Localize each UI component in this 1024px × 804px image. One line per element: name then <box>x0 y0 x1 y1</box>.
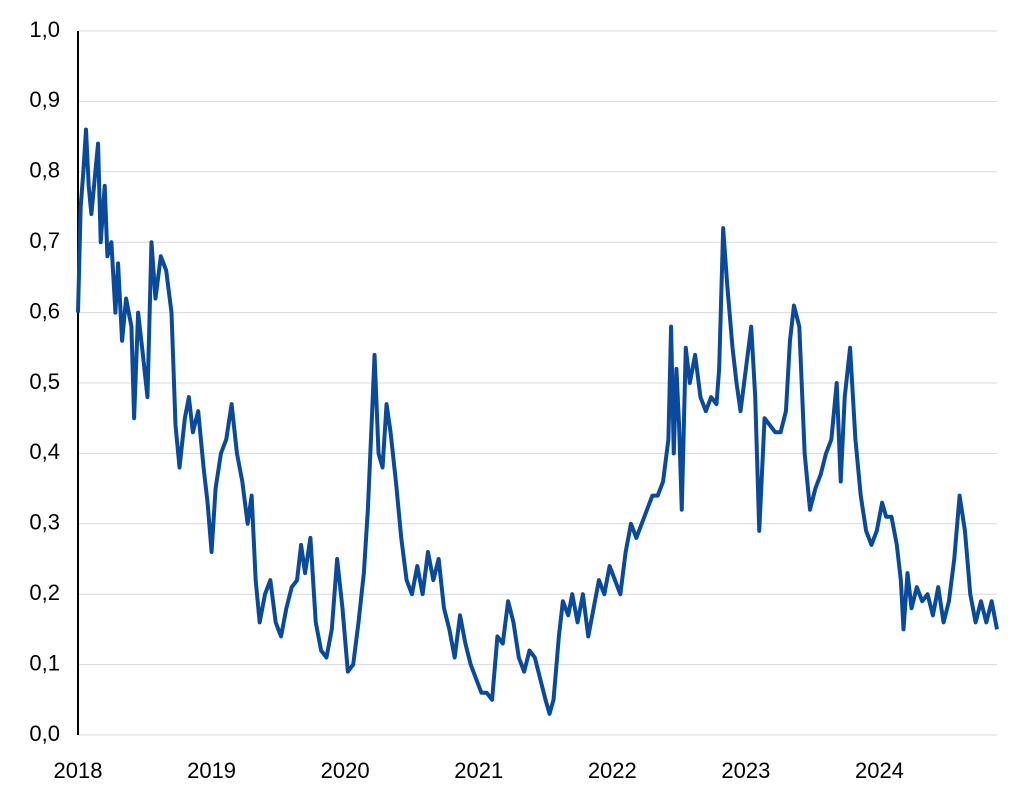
y-tick-label: 0,1 <box>29 650 60 675</box>
y-tick-label: 0,5 <box>29 369 60 394</box>
x-tick-label: 2022 <box>588 758 637 783</box>
y-tick-label: 0,8 <box>29 158 60 183</box>
y-tick-label: 0,6 <box>29 298 60 323</box>
y-tick-label: 0,9 <box>29 87 60 112</box>
x-tick-label: 2019 <box>187 758 236 783</box>
y-tick-label: 0,2 <box>29 580 60 605</box>
y-tick-label: 0,7 <box>29 228 60 253</box>
x-tick-label: 2018 <box>54 758 103 783</box>
x-tick-label: 2020 <box>321 758 370 783</box>
x-tick-label: 2024 <box>855 758 904 783</box>
x-tick-label: 2021 <box>454 758 503 783</box>
y-tick-label: 0,4 <box>29 439 60 464</box>
y-tick-label: 0,3 <box>29 510 60 535</box>
x-tick-label: 2023 <box>721 758 770 783</box>
y-tick-label: 1,0 <box>29 17 60 42</box>
y-tick-label: 0,0 <box>29 721 60 746</box>
line-series <box>76 127 999 716</box>
